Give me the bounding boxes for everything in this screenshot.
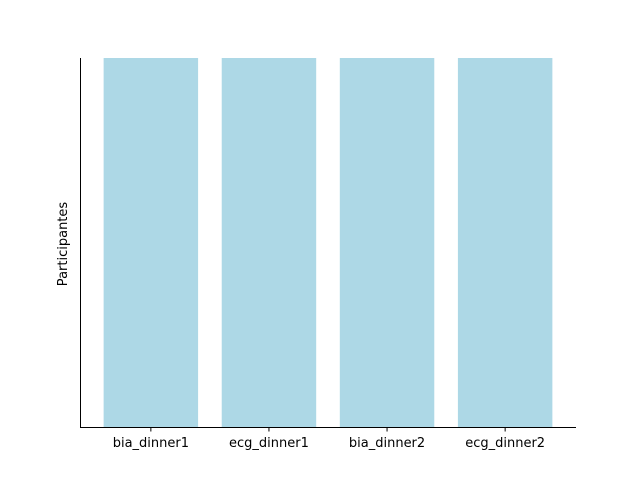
x-tick-label: ecg_dinner2: [465, 436, 545, 451]
bar-ecg_dinner1: [221, 58, 317, 427]
x-tick-label: bia_dinner2: [349, 436, 425, 451]
x-tick-label: ecg_dinner1: [229, 436, 309, 451]
y-axis-label: Participantes: [56, 202, 71, 287]
bars-group: [103, 58, 553, 427]
x-tick-label: bia_dinner1: [113, 436, 189, 451]
bar-bia_dinner1: [103, 58, 199, 427]
bar-ecg_dinner2: [457, 58, 553, 427]
x-ticks-group: bia_dinner1 ecg_dinner1 bia_dinner2 ecg_din…: [113, 427, 545, 451]
bar-bia_dinner2: [339, 58, 435, 427]
